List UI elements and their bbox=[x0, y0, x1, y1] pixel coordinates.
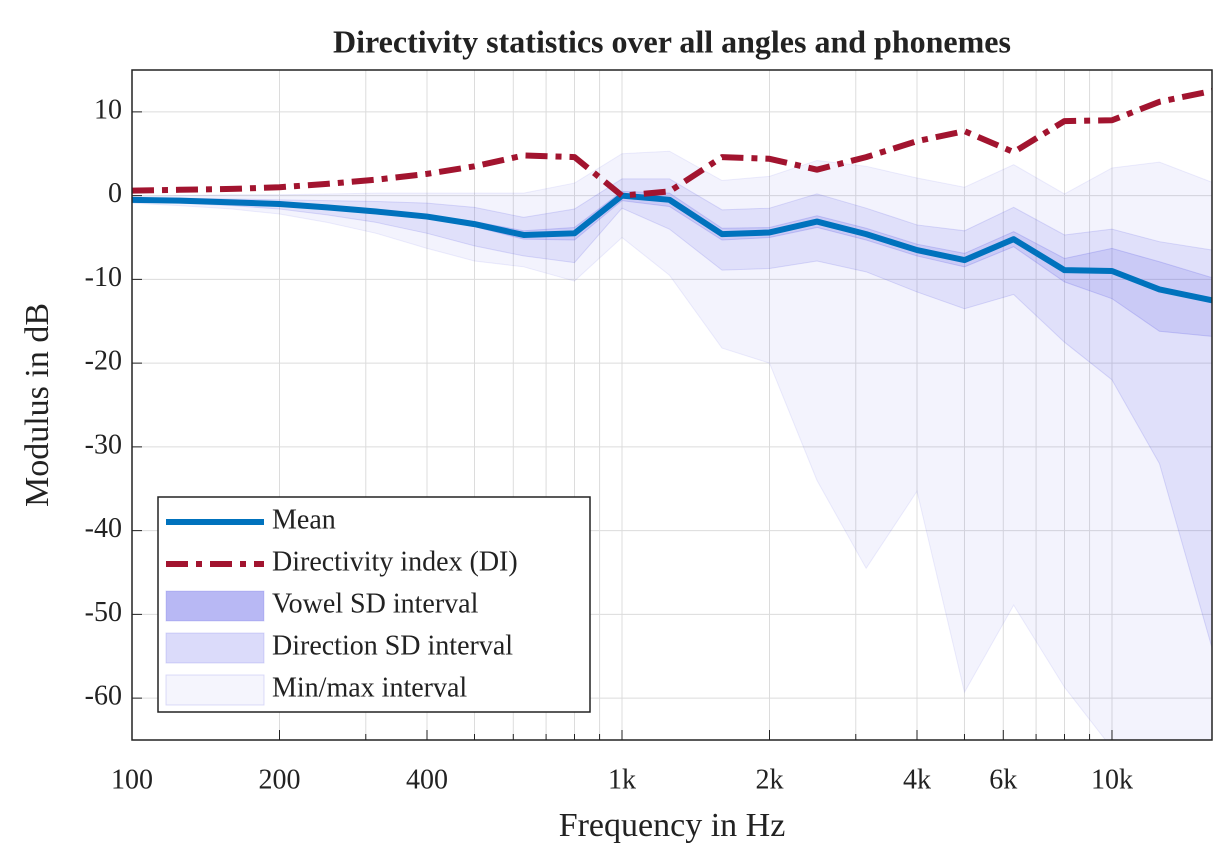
y-tick-label: -50 bbox=[85, 597, 122, 628]
y-tick-label: -40 bbox=[85, 513, 122, 544]
legend-label: Min/max interval bbox=[272, 672, 467, 703]
legend-label: Directivity index (DI) bbox=[272, 546, 518, 577]
y-tick-label: -60 bbox=[85, 681, 122, 712]
x-tick-label: 10k bbox=[1091, 764, 1133, 795]
series-line bbox=[132, 192, 1212, 304]
legend-swatch bbox=[165, 632, 265, 664]
y-tick-label: -30 bbox=[85, 429, 122, 460]
x-tick-label: 2k bbox=[755, 764, 783, 795]
chart-title: Directivity statistics over all angles a… bbox=[333, 23, 1011, 59]
y-tick-label: 0 bbox=[108, 178, 122, 209]
x-tick-label: 400 bbox=[406, 764, 448, 795]
series-line bbox=[132, 87, 1212, 199]
plot-frame bbox=[131, 69, 1213, 741]
lines bbox=[132, 87, 1212, 304]
x-tick-label: 6k bbox=[989, 764, 1017, 795]
band-area bbox=[132, 178, 1212, 649]
legend-label: Vowel SD interval bbox=[272, 588, 479, 619]
x-axis-label: Frequency in Hz bbox=[559, 807, 786, 844]
band-area bbox=[132, 150, 1212, 740]
y-tick-label: -20 bbox=[85, 346, 122, 377]
legend-box bbox=[157, 496, 591, 713]
x-tick-label: 1k bbox=[608, 764, 636, 795]
legend-label: Direction SD interval bbox=[272, 630, 513, 661]
x-tick-label: 100 bbox=[111, 764, 153, 795]
y-tick-label: 10 bbox=[94, 94, 122, 125]
x-tick-label: 4k bbox=[903, 764, 931, 795]
y-axis-label: Modulus in dB bbox=[19, 303, 56, 507]
legend-swatch bbox=[165, 590, 265, 622]
x-tick-label: 200 bbox=[259, 764, 301, 795]
y-tick-label: -10 bbox=[85, 262, 122, 293]
legend-swatch bbox=[165, 674, 265, 706]
legend-label: Mean bbox=[272, 504, 336, 535]
legend: Mean Directivity index (DI) Vowel SD inter… bbox=[157, 496, 591, 713]
